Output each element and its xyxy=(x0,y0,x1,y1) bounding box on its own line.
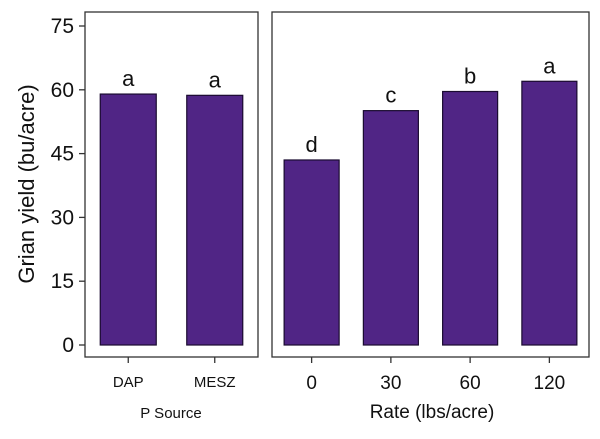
panel-rate: d c b a 0 30 60 120 Rate (lbs/acre) xyxy=(271,11,590,423)
x-ticks-p-source: DAP MESZ xyxy=(113,357,236,391)
bar-significance-label: a xyxy=(122,66,135,91)
bar-significance-label: d xyxy=(306,132,318,157)
x-tick-label: DAP xyxy=(113,374,144,391)
bar xyxy=(521,80,578,346)
panel-frame-rate xyxy=(271,11,590,358)
bar-significance-label: b xyxy=(464,64,476,89)
y-tick-label: 75 xyxy=(51,15,74,38)
x-tick-label: MESZ xyxy=(194,374,236,391)
y-tick-label: 60 xyxy=(51,79,74,102)
y-tick-label: 30 xyxy=(51,206,74,229)
bar xyxy=(283,159,340,346)
bars-rate: d c b a xyxy=(283,53,578,346)
y-tick-label: 0 xyxy=(62,334,74,357)
x-tick-label: 30 xyxy=(380,373,401,394)
x-axis-label-rate: Rate (lbs/acre) xyxy=(370,402,495,423)
y-tick-label: 15 xyxy=(51,270,74,293)
x-tick-label: 60 xyxy=(460,373,481,394)
x-axis-label-p-source: P Source xyxy=(140,405,201,422)
panel-frame-p-source xyxy=(84,11,259,358)
bar xyxy=(442,90,499,346)
bar xyxy=(362,110,419,346)
x-tick-label: 120 xyxy=(534,373,566,394)
bar-significance-label: a xyxy=(543,53,556,78)
bar-significance-label: c xyxy=(385,83,396,108)
bar xyxy=(99,93,157,346)
bar xyxy=(186,94,244,346)
bar-significance-label: a xyxy=(209,67,222,92)
y-axis-label: Grian yield (bu/acre) xyxy=(14,84,39,283)
x-ticks-rate: 0 30 60 120 xyxy=(306,357,565,394)
y-axis: 0 15 30 45 60 75 xyxy=(51,15,85,357)
y-tick-label: 45 xyxy=(51,143,74,166)
x-tick-label: 0 xyxy=(306,373,317,394)
